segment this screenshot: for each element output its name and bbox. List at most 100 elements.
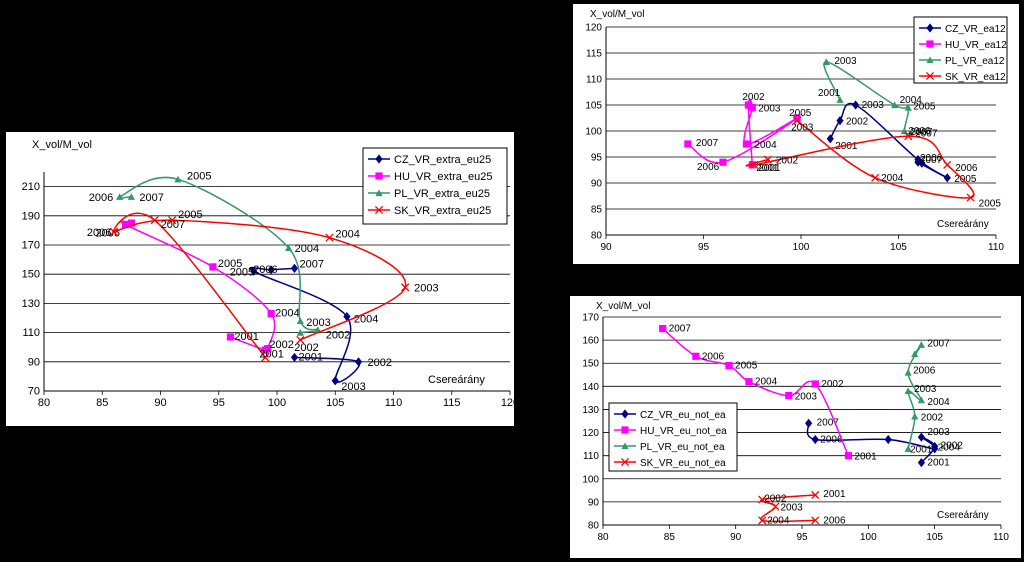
legend-marker <box>375 189 383 197</box>
data-point <box>264 345 272 353</box>
x-tick-label: 95 <box>698 242 710 253</box>
x-tick-label: 105 <box>326 397 344 409</box>
data-label: 2005 <box>735 361 758 372</box>
x-axis-title: Csereárány <box>937 219 989 230</box>
data-point <box>168 216 177 225</box>
y-tick-label: 70 <box>28 386 40 398</box>
data-point <box>917 396 925 404</box>
data-point <box>296 335 305 344</box>
data-label: 2007 <box>299 258 323 270</box>
data-point <box>325 233 334 242</box>
data-point <box>911 350 919 358</box>
data-label: 2004 <box>754 140 777 151</box>
data-point <box>331 376 339 386</box>
legend-label: CZ_VR_ea12 <box>945 24 1006 35</box>
data-point <box>911 412 919 420</box>
y-tick-label: 105 <box>585 101 602 112</box>
y-tick-label: 140 <box>582 382 599 393</box>
data-label: 2003 <box>834 56 857 67</box>
data-label: 2007 <box>915 129 938 140</box>
data-label: 2007 <box>669 324 692 335</box>
data-point <box>884 434 892 445</box>
data-label: 2006 <box>823 515 846 526</box>
legend-marker <box>925 71 935 81</box>
y-tick-label: 80 <box>591 231 603 242</box>
data-label: 2007 <box>161 219 185 231</box>
data-label: 2002 <box>776 156 799 167</box>
data-point <box>822 58 830 65</box>
data-point <box>745 378 753 386</box>
data-label: 2003 <box>780 503 803 514</box>
y-tick-label: 85 <box>591 205 603 216</box>
data-label: 2001 <box>854 452 877 463</box>
data-point <box>943 160 952 169</box>
data-label: 2003 <box>927 427 950 438</box>
data-label: 2006 <box>913 365 936 376</box>
data-label: 2004 <box>767 515 790 526</box>
data-label: 2003 <box>758 104 781 115</box>
x-tick-label: 85 <box>664 532 676 543</box>
data-label: 2005 <box>789 108 812 119</box>
data-point <box>900 127 908 135</box>
data-point <box>785 391 793 400</box>
data-point <box>725 361 733 370</box>
data-label: 2001 <box>758 163 781 174</box>
data-label: 2004 <box>275 308 299 320</box>
y-tick-label: 100 <box>585 127 602 138</box>
legend: CZ_VR_ea12 HU_VR_ea12 PL_VR_ea12 SK_VR_ea12 <box>913 16 1008 84</box>
data-point <box>917 458 925 468</box>
data-point <box>267 310 275 318</box>
data-label: 2001 <box>259 348 283 360</box>
data-label: 2006 <box>820 434 843 445</box>
data-point <box>744 101 752 109</box>
y-tick-label: 190 <box>22 210 40 222</box>
x-tick-label: 110 <box>385 397 403 409</box>
legend-marker <box>375 172 383 180</box>
y-tick-label: 90 <box>28 356 40 368</box>
data-point <box>836 116 844 126</box>
data-label: 2006 <box>920 153 943 164</box>
data-point <box>758 495 767 504</box>
y-tick-label: 210 <box>22 181 40 193</box>
legend-label: CZ_VR_extra_eu25 <box>394 154 491 166</box>
data-label: 2004 <box>335 229 359 241</box>
series-line <box>249 266 361 384</box>
y-tick-label: 90 <box>588 497 600 508</box>
data-label: 2005 <box>218 258 242 270</box>
legend-label: PL_VR_eu_not_ea <box>640 442 725 453</box>
x-tick-label: 100 <box>268 397 286 409</box>
data-label: 2003 <box>914 384 937 395</box>
data-point <box>116 193 124 200</box>
y-tick-label: 130 <box>22 298 40 310</box>
data-point <box>852 100 860 110</box>
chart-extra-eu25-svg: 70 90 110 130 150 170 190 210 80 85 90 95 100 105 110 1… <box>22 139 514 409</box>
data-point <box>742 140 750 148</box>
legend-marker <box>926 56 934 64</box>
data-label: 2006 <box>697 162 720 173</box>
data-label: 2002 <box>941 440 964 451</box>
series-CZ_VR_eu_not_ea: 2001 2002 2003 2004 2006 2007 <box>805 417 964 469</box>
x-tick-label: 95 <box>213 397 225 409</box>
legend: CZ_VR_extra_eu25 HU_VR_extra_eu25 PL_VR_ex… <box>362 147 508 225</box>
data-label: 2004 <box>354 314 378 326</box>
legend-marker <box>374 205 384 215</box>
data-label: 2003 <box>791 123 814 134</box>
data-point <box>871 173 880 182</box>
data-point <box>931 444 939 454</box>
data-point <box>917 341 925 348</box>
data-label: 2001 <box>756 163 779 174</box>
legend-box <box>362 147 508 225</box>
data-label: 2007 <box>696 138 719 149</box>
data-label: 2005 <box>178 209 202 221</box>
data-point <box>127 219 135 227</box>
data-point <box>401 283 410 292</box>
data-label: 2002 <box>269 339 293 351</box>
x-tick-label: 90 <box>730 532 742 543</box>
data-point <box>904 104 912 111</box>
chart-ea12-svg: 80 85 90 95 100 105 110 115 120 90 95 100 105 110 X_vo… <box>585 9 1008 253</box>
